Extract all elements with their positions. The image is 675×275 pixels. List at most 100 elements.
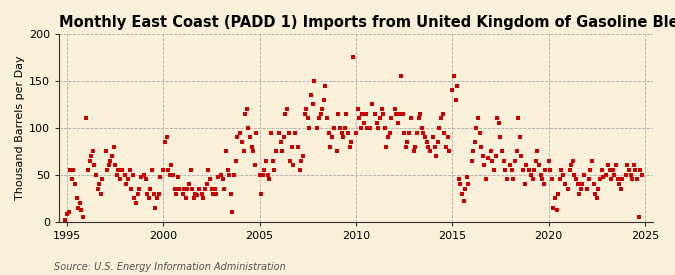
Point [325,144,335,149]
Point [460,187,470,191]
Point [124,168,135,172]
Point [232,135,242,139]
Point [585,168,596,172]
Point [250,163,261,167]
Point [221,149,232,153]
Point [319,97,329,102]
Point [306,93,317,97]
Point [172,174,183,179]
Point [74,201,85,205]
Point [617,177,628,182]
Point [128,173,138,177]
Point [549,196,560,200]
Point [468,149,479,153]
Point [455,182,466,186]
Point [288,163,299,167]
Point [612,177,623,182]
Point [383,135,394,139]
Point [150,205,161,210]
Point [89,163,100,167]
Point [524,168,535,172]
Point [556,168,567,172]
Point [435,116,446,121]
Point [90,173,101,177]
Point [174,187,185,191]
Point [588,182,599,186]
Point [634,168,645,172]
Point [632,177,643,182]
Point [290,130,300,135]
Point [346,140,356,144]
Point [78,215,88,219]
Point [145,187,156,191]
Point [428,135,439,139]
Point [309,79,320,83]
Point [606,177,617,182]
Point [487,158,498,163]
Point [375,116,385,121]
Point [227,210,238,214]
Point [354,116,364,121]
Point [534,163,545,167]
Point [277,149,288,153]
Point [386,116,397,121]
Point [442,135,453,139]
Point [463,182,474,186]
Point [180,196,191,200]
Point [519,182,530,186]
Point [498,158,509,163]
Point [637,173,647,177]
Text: Source: U.S. Energy Information Administration: Source: U.S. Energy Information Administ… [54,262,286,272]
Point [458,199,469,203]
Point [572,182,583,186]
Point [280,112,291,116]
Point [222,168,233,172]
Point [373,126,384,130]
Point [604,168,615,172]
Point [400,144,411,149]
Point [566,163,576,167]
Point [378,112,389,116]
Point [516,154,526,158]
Point [425,149,435,153]
Point [284,130,294,135]
Point [434,126,445,130]
Point [462,174,472,179]
Point [505,163,516,167]
Point [217,177,228,182]
Point [314,116,325,121]
Point [205,177,215,182]
Point [454,177,464,182]
Point [608,168,618,172]
Point [482,156,493,160]
Point [348,55,358,60]
Point [238,149,249,153]
Point [397,112,408,116]
Point [94,182,105,186]
Point [188,196,199,200]
Point [526,173,537,177]
Point [193,187,204,191]
Point [182,187,193,191]
Point [596,168,607,172]
Point [624,168,634,172]
Point [412,130,423,135]
Point [527,177,538,182]
Point [416,126,427,130]
Point [92,187,103,191]
Point [535,173,546,177]
Point [570,177,581,182]
Point [82,168,93,172]
Point [510,158,520,163]
Point [362,126,373,130]
Point [153,191,164,196]
Point [301,107,312,111]
Point [350,130,361,135]
Point [614,182,624,186]
Point [203,168,214,172]
Point [370,112,381,116]
Point [335,126,346,130]
Point [365,126,376,130]
Point [219,187,230,191]
Point [394,112,405,116]
